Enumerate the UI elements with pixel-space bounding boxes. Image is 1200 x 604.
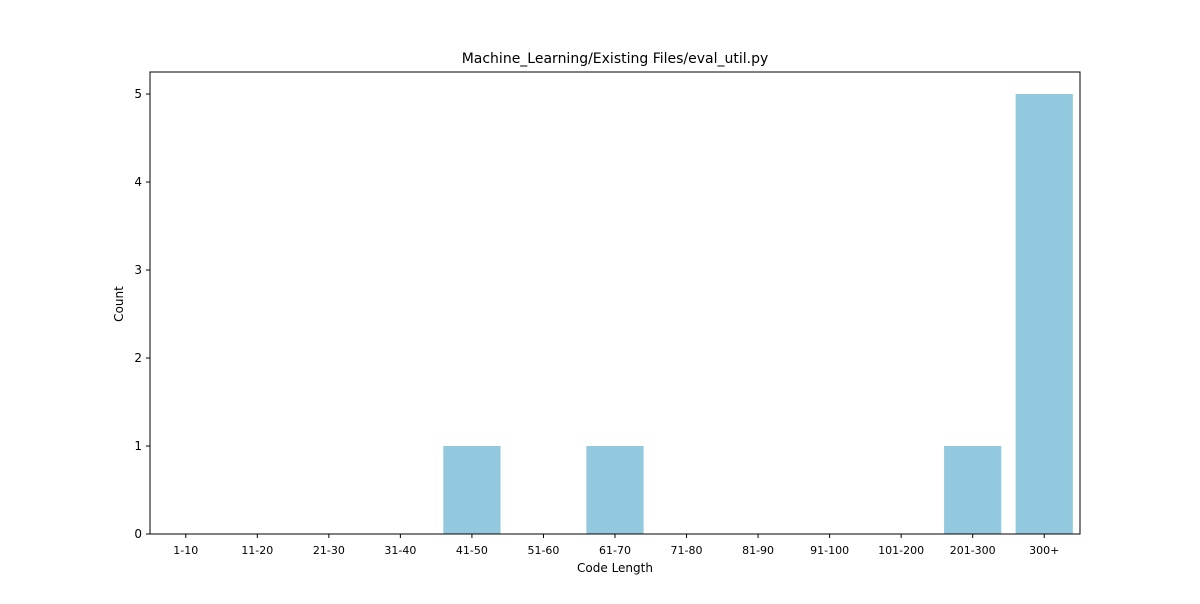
bar-61-70 [586, 446, 644, 534]
y-tick-label: 0 [134, 527, 142, 541]
y-axis-ticks: 0 1 2 3 4 5 [134, 87, 150, 541]
x-tick-label: 101-200 [878, 544, 924, 557]
x-axis-ticks: 1-10 11-20 21-30 31-40 41-50 51-60 61-70 71-80 8… [173, 534, 1059, 557]
plot-frame [149, 71, 1081, 535]
x-tick-label: 1-10 [173, 544, 198, 557]
x-tick-label: 61-70 [599, 544, 631, 557]
x-tick-label: 201-300 [950, 544, 996, 557]
x-tick-label: 31-40 [384, 544, 416, 557]
y-tick-label: 4 [134, 175, 142, 189]
x-tick-label: 41-50 [456, 544, 488, 557]
y-tick-label: 3 [134, 263, 142, 277]
y-tick-label: 2 [134, 351, 142, 365]
y-tick-label: 1 [134, 439, 142, 453]
x-tick-label: 81-90 [742, 544, 774, 557]
x-tick-label: 21-30 [313, 544, 345, 557]
bars-group [443, 94, 1073, 534]
x-tick-label: 51-60 [527, 544, 559, 557]
y-axis-label: Count [112, 286, 126, 322]
x-axis-label: Code Length [577, 561, 653, 575]
x-tick-label: 71-80 [671, 544, 703, 557]
x-tick-label: 11-20 [241, 544, 273, 557]
x-tick-label: 91-100 [810, 544, 849, 557]
x-tick-label: 300+ [1029, 544, 1059, 557]
y-tick-label: 5 [134, 87, 142, 101]
bar-41-50 [443, 446, 501, 534]
bar-201-300 [944, 446, 1002, 534]
chart-title: Machine_Learning/Existing Files/eval_uti… [462, 51, 769, 67]
bar-300+ [1015, 94, 1073, 534]
